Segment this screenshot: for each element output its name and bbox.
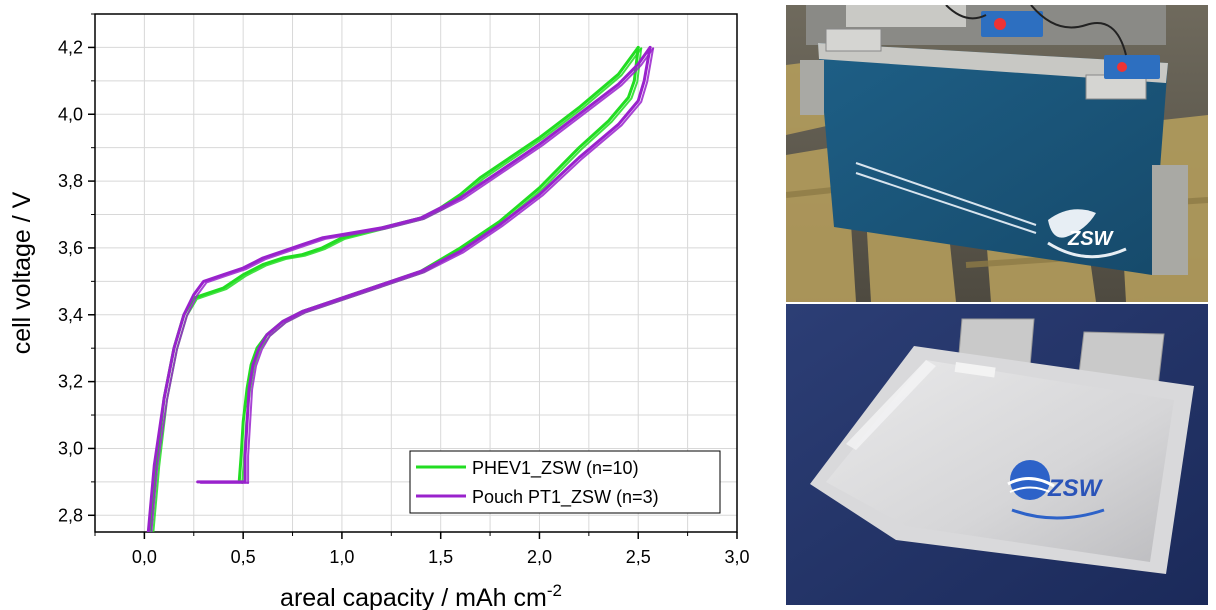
y-tick-label: 3,4: [58, 305, 83, 325]
zsw-logo: ZSW: [1047, 209, 1127, 259]
x-tick-label: 1,5: [428, 547, 453, 567]
x-tick-label: 0,5: [231, 547, 256, 567]
x-axis-label-superscript: -2: [547, 581, 562, 600]
series-line-charge-cycle: [150, 47, 655, 532]
sensor-icon: [981, 11, 1043, 37]
y-tick-label: 2,8: [58, 505, 83, 525]
legend-box: [409, 450, 721, 514]
y-tick-label: 3,6: [58, 238, 83, 258]
terminal-icon: [825, 28, 882, 52]
pouch-cell-photo: ZSW: [786, 304, 1208, 605]
x-tick-label: 3,0: [724, 547, 749, 567]
series-line-charge: [146, 45, 652, 532]
x-axis-label: areal capacity / mAh cm-2: [280, 581, 562, 610]
svg-text:ZSW: ZSW: [1067, 228, 1115, 250]
zsw-logo: ZSW: [1007, 460, 1105, 520]
grid-lines: [94, 13, 738, 532]
sensor-icon: [1104, 55, 1160, 79]
legend: PHEV1_ZSW (n=10) Pouch PT1_ZSW (n=3): [409, 450, 721, 514]
x-tick-label: 0,0: [132, 547, 157, 567]
legend-label: PHEV1_ZSW (n=10): [472, 458, 639, 479]
y-tick-label: 4,0: [58, 104, 83, 124]
x-tick-label: 2,5: [626, 547, 651, 567]
prismatic-cell-photo: ZSW: [786, 5, 1208, 302]
svg-text:ZSW: ZSW: [1047, 475, 1104, 502]
series-2: [146, 45, 655, 532]
voltage-capacity-chart: 0,0 0,5 1,0 1,5 2,0 2,5 3,0 2,8 3,0 3,2 3,4 3,6 3,8 4…: [8, 13, 750, 610]
y-tick-label: 3,0: [58, 438, 83, 458]
series-line-discharge: [243, 45, 652, 484]
x-tick-label: 1,0: [329, 547, 354, 567]
y-tick-label: 4,2: [58, 37, 83, 57]
legend-label: Pouch PT1_ZSW (n=3): [472, 487, 659, 508]
series-line-discharge-cycle: [247, 47, 655, 484]
cell-photos: ZSW: [786, 5, 1208, 605]
y-tick-label: 3,2: [58, 372, 83, 392]
x-tick-label: 2,0: [527, 547, 552, 567]
axes-frame: [94, 13, 738, 533]
y-tick-label: 3,8: [58, 171, 83, 191]
y-axis-label: cell voltage / V: [8, 191, 36, 354]
